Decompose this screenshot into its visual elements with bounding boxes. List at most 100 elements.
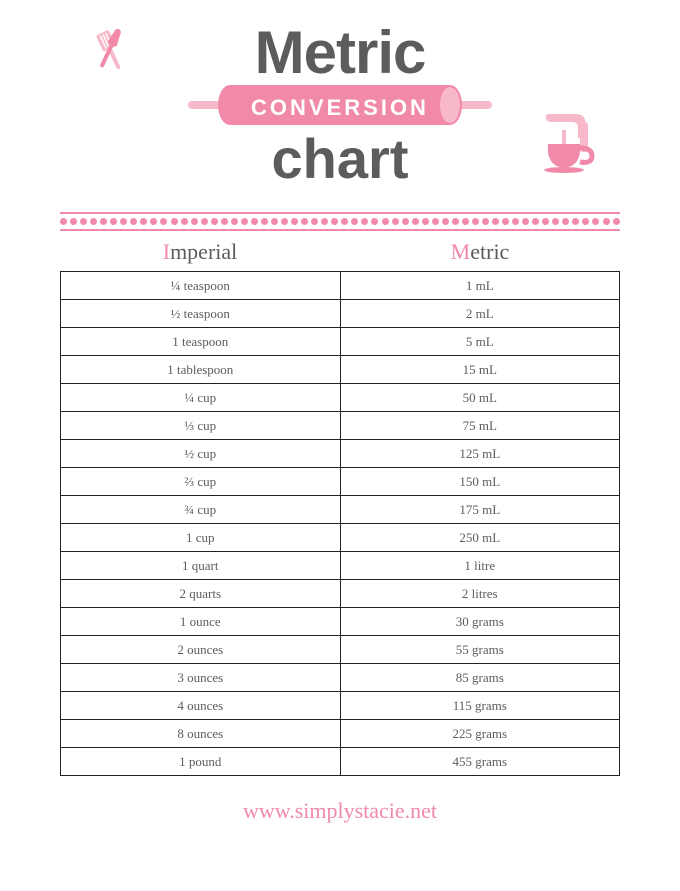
metric-cell: 15 mL — [340, 356, 620, 384]
divider-dot — [452, 218, 459, 225]
imperial-rest: mperial — [170, 239, 237, 264]
divider-dot — [90, 218, 97, 225]
divider-dot — [402, 218, 409, 225]
imperial-cell: 1 quart — [61, 552, 341, 580]
divider-dot — [211, 218, 218, 225]
divider-dot — [120, 218, 127, 225]
divider-dot — [361, 218, 368, 225]
divider-dot — [572, 218, 579, 225]
table-row: 1 teaspoon5 mL — [61, 328, 620, 356]
imperial-cell: ¼ teaspoon — [61, 272, 341, 300]
divider-dot — [432, 218, 439, 225]
divider-dot — [191, 218, 198, 225]
divider-dot — [130, 218, 137, 225]
metric-rest: etric — [470, 239, 509, 264]
imperial-cell: 1 teaspoon — [61, 328, 341, 356]
divider-dot — [462, 218, 469, 225]
metric-cell: 1 mL — [340, 272, 620, 300]
table-row: 3 ounces85 grams — [61, 664, 620, 692]
metric-first-letter: M — [451, 239, 471, 264]
divider-dot — [271, 218, 278, 225]
divider-dot — [110, 218, 117, 225]
divider-dots — [60, 214, 620, 229]
metric-cell: 1 litre — [340, 552, 620, 580]
table-row: 1 ounce30 grams — [61, 608, 620, 636]
table-row: ¼ teaspoon1 mL — [61, 272, 620, 300]
imperial-cell: ¼ cup — [61, 384, 341, 412]
divider-dot — [542, 218, 549, 225]
divider-dot — [562, 218, 569, 225]
divider-dot — [251, 218, 258, 225]
divider-dot — [241, 218, 248, 225]
metric-cell: 5 mL — [340, 328, 620, 356]
table-row: 1 pound455 grams — [61, 748, 620, 776]
metric-cell: 455 grams — [340, 748, 620, 776]
divider-dot — [150, 218, 157, 225]
imperial-cell: 2 ounces — [61, 636, 341, 664]
metric-cell: 125 mL — [340, 440, 620, 468]
table-row: ¾ cup175 mL — [61, 496, 620, 524]
metric-cell: 150 mL — [340, 468, 620, 496]
table-row: 4 ounces115 grams — [61, 692, 620, 720]
header: Metric CONVERSION chart — [0, 0, 680, 200]
divider-dot — [502, 218, 509, 225]
divider-dot — [603, 218, 610, 225]
divider-dot — [221, 218, 228, 225]
mixer-icon — [538, 110, 608, 180]
table-row: ¼ cup50 mL — [61, 384, 620, 412]
divider — [60, 212, 620, 231]
divider-dot — [522, 218, 529, 225]
imperial-cell: 3 ounces — [61, 664, 341, 692]
divider-dot — [371, 218, 378, 225]
table-row: ½ teaspoon2 mL — [61, 300, 620, 328]
divider-dot — [171, 218, 178, 225]
divider-dot — [160, 218, 167, 225]
imperial-cell: ½ cup — [61, 440, 341, 468]
table-row: 8 ounces225 grams — [61, 720, 620, 748]
table-row: 1 quart1 litre — [61, 552, 620, 580]
divider-dot — [311, 218, 318, 225]
metric-cell: 85 grams — [340, 664, 620, 692]
imperial-cell: 8 ounces — [61, 720, 341, 748]
divider-dot — [613, 218, 620, 225]
imperial-cell: 1 ounce — [61, 608, 341, 636]
divider-dot — [301, 218, 308, 225]
table-row: 1 cup250 mL — [61, 524, 620, 552]
imperial-cell: 1 cup — [61, 524, 341, 552]
divider-line-bottom — [60, 229, 620, 231]
imperial-first-letter: I — [163, 239, 170, 264]
divider-dot — [532, 218, 539, 225]
subtitle: CONVERSION — [251, 95, 429, 121]
column-header-metric: Metric — [340, 239, 620, 265]
metric-cell: 250 mL — [340, 524, 620, 552]
divider-dot — [592, 218, 599, 225]
divider-dot — [291, 218, 298, 225]
imperial-cell: ½ teaspoon — [61, 300, 341, 328]
metric-cell: 115 grams — [340, 692, 620, 720]
divider-dot — [281, 218, 288, 225]
metric-cell: 55 grams — [340, 636, 620, 664]
imperial-cell: ¾ cup — [61, 496, 341, 524]
divider-dot — [392, 218, 399, 225]
divider-dot — [331, 218, 338, 225]
divider-dot — [70, 218, 77, 225]
divider-dot — [231, 218, 238, 225]
imperial-cell: ⅔ cup — [61, 468, 341, 496]
divider-dot — [492, 218, 499, 225]
divider-dot — [512, 218, 519, 225]
rolling-pin-icon: CONVERSION — [180, 81, 500, 134]
metric-cell: 2 litres — [340, 580, 620, 608]
utensils-icon — [85, 22, 140, 82]
divider-dot — [100, 218, 107, 225]
footer-url: www.simplystacie.net — [0, 798, 680, 824]
divider-dot — [201, 218, 208, 225]
column-header-imperial: Imperial — [60, 239, 340, 265]
divider-dot — [442, 218, 449, 225]
divider-dot — [422, 218, 429, 225]
divider-dot — [261, 218, 268, 225]
metric-cell: 175 mL — [340, 496, 620, 524]
imperial-cell: 2 quarts — [61, 580, 341, 608]
metric-cell: 50 mL — [340, 384, 620, 412]
divider-dot — [140, 218, 147, 225]
table-row: 2 ounces55 grams — [61, 636, 620, 664]
